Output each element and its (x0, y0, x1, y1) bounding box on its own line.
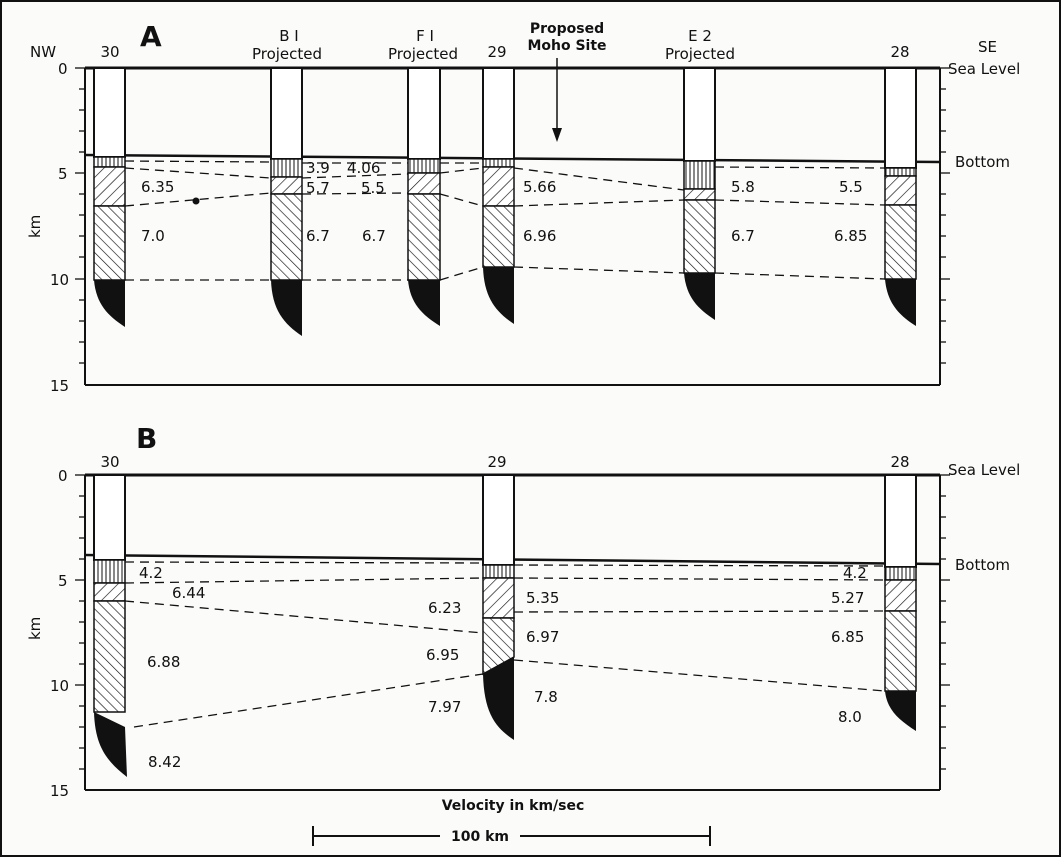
panel-b: B 30 29 28 Sea Level Bottom 0 5 10 15 km (26, 422, 1020, 800)
vel-b-29-left-mid: 6.95 (426, 646, 459, 664)
hole-29-label: 29 (487, 43, 506, 61)
panel-a-dot-marker (192, 197, 200, 205)
panel-a-km-label: km (26, 215, 44, 238)
scale-bar (312, 826, 711, 846)
scale-bar-label: 100 km (451, 829, 509, 845)
panel-a-column-b1 (270, 67, 303, 336)
hole-b1-label: B I (279, 27, 298, 45)
vel-b-30-mantle: 8.42 (148, 753, 181, 771)
proposed-site-label-1: Proposed (530, 21, 604, 37)
panel-b-tick-10: 10 (50, 677, 69, 695)
vel-b-30-mid: 6.44 (172, 584, 205, 602)
panel-b-letter: B (136, 422, 157, 455)
vel-a-b1-mid: 5.7 (306, 179, 330, 197)
vel-b-29-left-mantle: 7.97 (428, 698, 461, 716)
hole-e2-sub: Projected (665, 45, 735, 63)
hole-f1-label: F I (416, 27, 434, 45)
panel-a-column-30 (93, 67, 126, 327)
panel-a-column-e2 (683, 67, 716, 320)
hole-28-label: 28 (890, 43, 909, 61)
panel-b-tick-15: 15 (50, 782, 69, 800)
vel-a-28-lower: 6.85 (834, 227, 867, 245)
panel-b-km-label: km (26, 617, 44, 640)
panel-a-column-28 (884, 67, 917, 326)
hole-30-label: 30 (100, 43, 119, 61)
panel-b-hole-29-label: 29 (487, 453, 506, 471)
vel-a-30-lower: 7.0 (141, 227, 165, 245)
vel-a-30-upper: 6.35 (141, 178, 174, 196)
panel-b-column-29 (482, 474, 515, 740)
vel-b-28-mid: 5.27 (831, 589, 864, 607)
panel-a-bottom-label: Bottom (955, 153, 1010, 171)
panel-b-hole-30-label: 30 (100, 453, 119, 471)
vel-b-28-top: 4.2 (843, 564, 867, 582)
panel-b-tick-0: 0 (58, 467, 68, 485)
proposed-site-arrow (552, 58, 562, 142)
panel-a-tick-0: 0 (58, 60, 68, 78)
vel-b-30-lower: 6.88 (147, 653, 180, 671)
panel-b-layer-boundaries (124, 561, 886, 728)
nw-label: NW (30, 43, 56, 61)
panel-b-tick-5: 5 (58, 572, 68, 590)
vel-b-28-lower: 6.85 (831, 628, 864, 646)
vel-a-b1-top: 3.9 (306, 159, 330, 177)
vel-b-29-right-mantle: 7.8 (534, 688, 558, 706)
vel-a-29-lower: 6.96 (523, 227, 556, 245)
panel-a-tick-5: 5 (58, 165, 68, 183)
hole-f1-sub: Projected (388, 45, 458, 63)
vel-b-29-left-upper: 6.23 (428, 599, 461, 617)
panel-b-hole-28-label: 28 (890, 453, 909, 471)
proposed-site-label-2: Moho Site (527, 38, 606, 54)
vel-a-29-mid: 5.66 (523, 178, 556, 196)
vel-b-28-mantle: 8.0 (838, 708, 862, 726)
panel-a: A NW SE Sea Level Bottom 30 B I Projecte… (26, 20, 1020, 395)
se-label: SE (978, 38, 997, 56)
velocity-caption: Velocity in km/sec (442, 798, 585, 814)
panel-a-sea-level-label: Sea Level (948, 60, 1020, 78)
vel-a-e2-lower: 6.7 (731, 227, 755, 245)
panel-b-bottom-label: Bottom (955, 556, 1010, 574)
panel-a-axes: 0 5 10 15 km (26, 60, 950, 395)
panel-b-sea-level-label: Sea Level (948, 461, 1020, 479)
vel-b-29-right-upper: 5.35 (526, 589, 559, 607)
hole-b1-sub: Projected (252, 45, 322, 63)
panel-a-column-f1 (407, 67, 441, 326)
vel-b-29-right-mid: 6.97 (526, 628, 559, 646)
panel-a-layer-boundaries (124, 160, 886, 281)
panel-a-column-29 (482, 67, 515, 324)
vel-a-e2-mid: 5.8 (731, 178, 755, 196)
panel-b-column-30 (93, 474, 127, 777)
panel-a-tick-15: 15 (50, 377, 69, 395)
panel-a-letter: A (140, 20, 162, 53)
vel-b-30-top: 4.2 (139, 564, 163, 582)
vel-a-b1-top2: 4.06 (347, 159, 380, 177)
vel-a-f1-lower: 6.7 (362, 227, 386, 245)
panel-b-column-28 (884, 474, 917, 731)
vel-a-f1-mid: 5.5 (361, 179, 385, 197)
hole-e2-label: E 2 (688, 27, 712, 45)
vel-a-b1-lower: 6.7 (306, 227, 330, 245)
vel-a-28-mid: 5.5 (839, 178, 863, 196)
panel-a-tick-10: 10 (50, 271, 69, 289)
